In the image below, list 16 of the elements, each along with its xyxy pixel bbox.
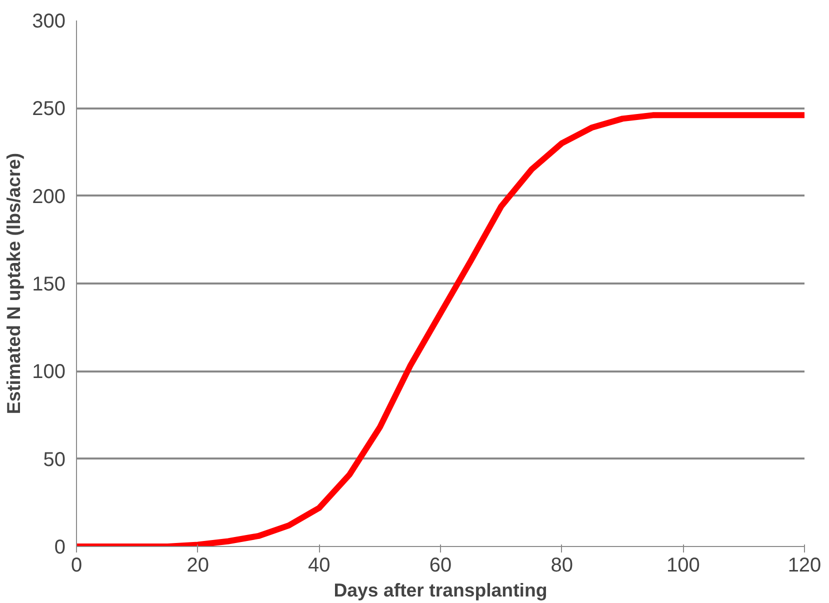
y-tick-label: 300 bbox=[32, 10, 66, 32]
y-axis-title: Estimated N uptake (lbs/acre) bbox=[3, 152, 24, 414]
x-tick-label: 120 bbox=[788, 554, 822, 576]
y-tick-label: 250 bbox=[32, 98, 66, 120]
x-tick-label: 20 bbox=[186, 554, 209, 576]
x-axis-title: Days after transplanting bbox=[334, 580, 548, 600]
x-tick-label: 100 bbox=[666, 554, 700, 576]
y-tick-label: 0 bbox=[54, 536, 66, 558]
x-tick-label: 60 bbox=[429, 554, 452, 576]
y-tick-label: 100 bbox=[32, 361, 66, 384]
x-tick-label: 80 bbox=[550, 554, 573, 576]
y-tick-label: 150 bbox=[32, 274, 66, 296]
x-tick-label: 40 bbox=[308, 554, 330, 576]
y-tick-label: 50 bbox=[43, 448, 66, 471]
y-tick-label: 200 bbox=[32, 186, 66, 208]
x-tick-label: 0 bbox=[70, 554, 82, 576]
